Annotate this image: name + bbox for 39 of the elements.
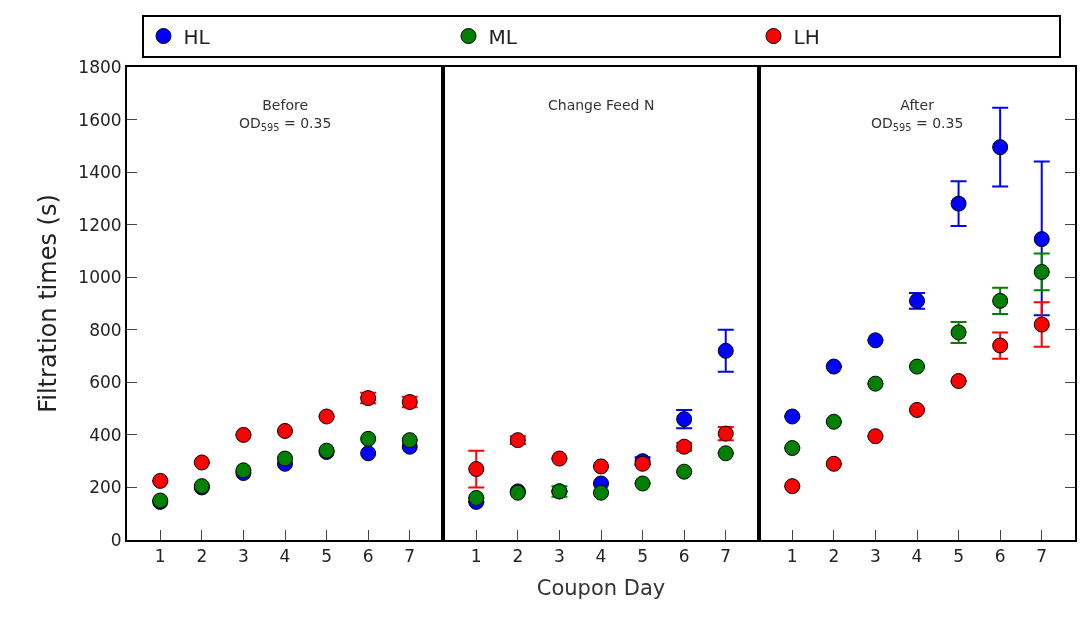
x-axis-title: Coupon Day: [536, 576, 666, 601]
x-tick-label: 7: [1036, 546, 1048, 567]
x-tick-label: 6: [994, 546, 1006, 567]
x-tick-label: 4: [279, 546, 291, 567]
annotation: After OD$_{595}$ = 0.35: [871, 97, 964, 134]
x-tick-label: 5: [637, 546, 648, 567]
x-tick-label: 2: [196, 546, 208, 567]
y-tick-label: 1000: [78, 267, 122, 288]
x-tick-label: 2: [828, 546, 840, 567]
y-tick-label: 0: [110, 529, 122, 550]
x-tick-label: 7: [720, 546, 732, 567]
x-tick-label: 1: [470, 546, 482, 567]
x-tick-label: 7: [404, 546, 416, 567]
y-axis-title: Filtration times (s): [33, 194, 62, 413]
y-tick-label: 1400: [78, 162, 122, 183]
x-tick-label: 5: [321, 546, 332, 567]
x-tick-label: 4: [911, 546, 923, 567]
x-tick-label: 6: [362, 546, 374, 567]
x-tick-label: 5: [953, 546, 964, 567]
y-tick-label: 400: [89, 424, 122, 445]
x-tick-label: 3: [238, 546, 249, 567]
x-tick-label: 3: [554, 546, 565, 567]
x-tick-label: 4: [595, 546, 607, 567]
x-tick-label: 6: [678, 546, 690, 567]
y-tick-label: 1600: [78, 109, 122, 130]
legend-label: LH: [793, 24, 820, 49]
y-tick-label: 1800: [78, 56, 122, 77]
annotation: Before OD$_{595}$ = 0.35: [239, 97, 332, 134]
x-tick-label: 2: [512, 546, 524, 567]
x-tick-label: 1: [154, 546, 166, 567]
y-tick-label: 200: [89, 477, 122, 498]
x-tick-label: 3: [870, 546, 881, 567]
annotation: Change Feed N: [548, 97, 655, 113]
x-tick-label: 1: [786, 546, 798, 567]
y-tick-label: 1200: [78, 214, 122, 235]
legend-label: ML: [488, 24, 518, 49]
y-tick-label: 600: [89, 372, 122, 393]
legend-label: HL: [183, 24, 211, 49]
y-tick-label: 800: [89, 319, 122, 340]
